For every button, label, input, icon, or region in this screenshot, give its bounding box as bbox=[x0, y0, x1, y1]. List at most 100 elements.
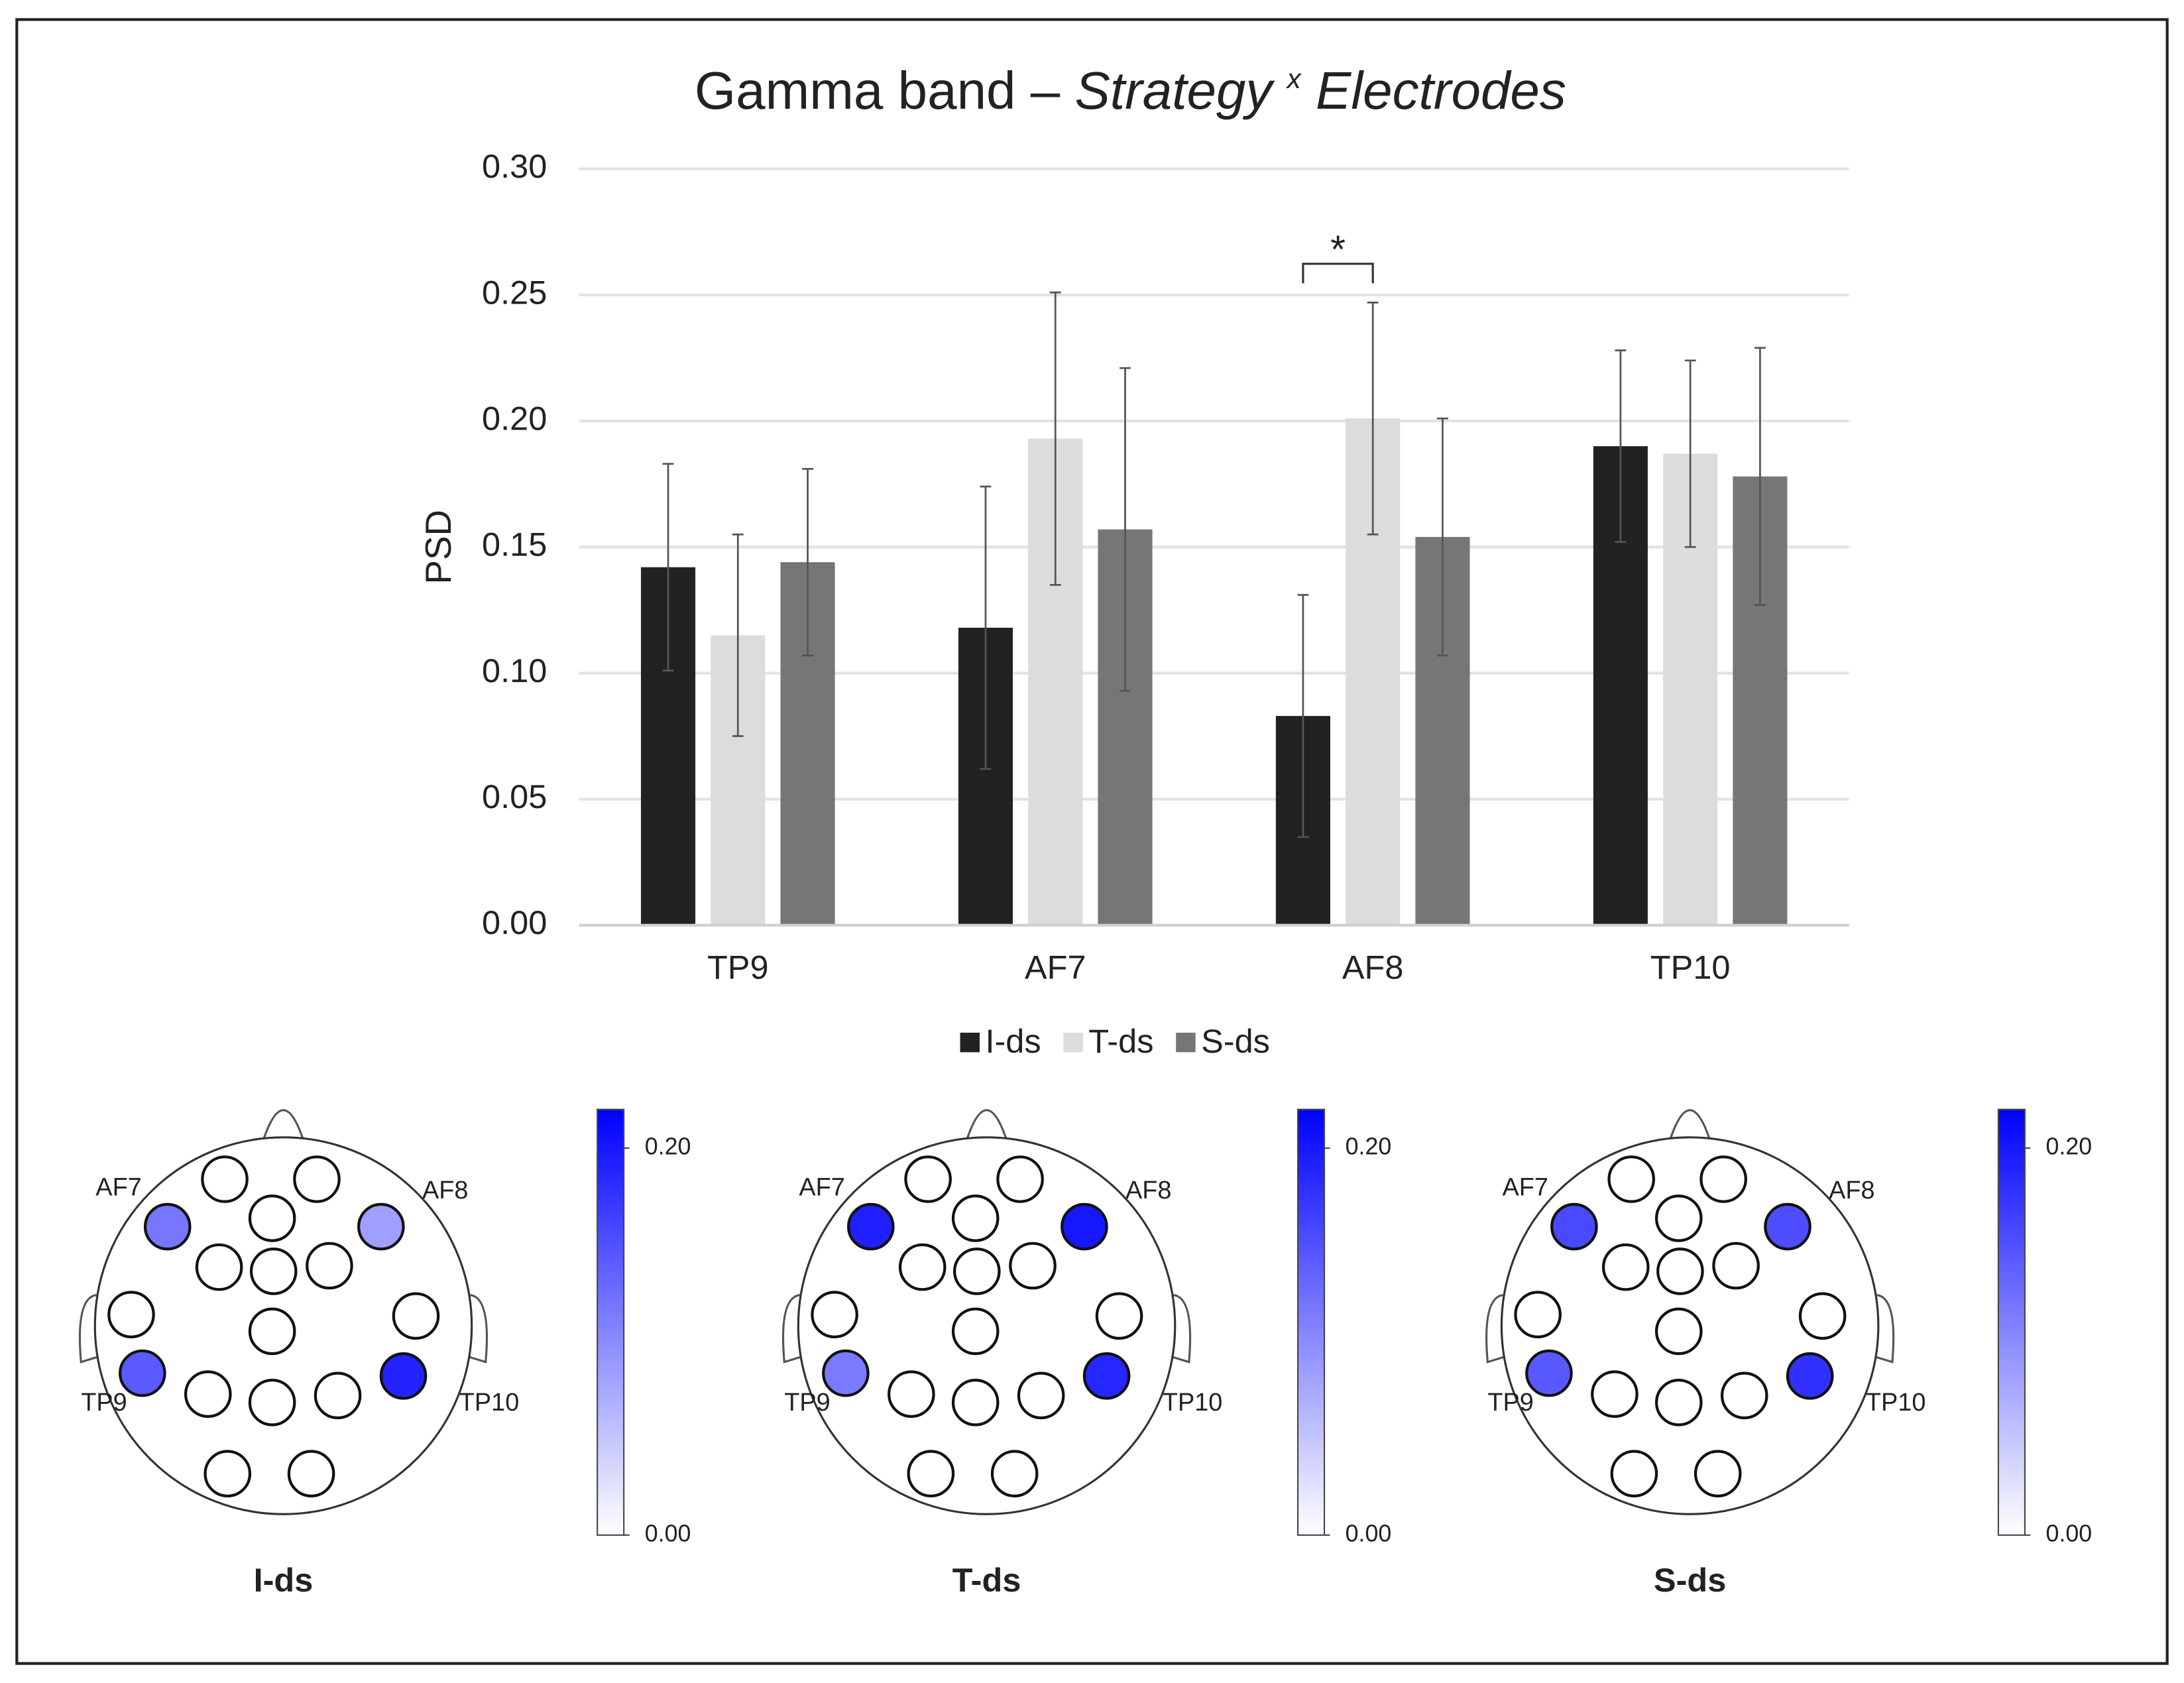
electrode bbox=[904, 1155, 952, 1203]
electrode bbox=[1009, 1242, 1057, 1290]
electrode bbox=[248, 1379, 296, 1426]
map-title: S-ds bbox=[1654, 1561, 1726, 1599]
electrode bbox=[996, 1155, 1044, 1203]
electrode-label: AF8 bbox=[1125, 1177, 1171, 1204]
colorbar bbox=[1296, 1108, 1326, 1536]
nose bbox=[1669, 1109, 1711, 1139]
electrode bbox=[248, 1307, 296, 1356]
electrode-value bbox=[1550, 1202, 1598, 1251]
electrode bbox=[1514, 1291, 1562, 1338]
legend-swatch bbox=[960, 1032, 980, 1053]
nose bbox=[966, 1109, 1007, 1139]
colorbar bbox=[597, 1108, 625, 1536]
electrode-label: AF7 bbox=[95, 1174, 141, 1202]
error-bar bbox=[732, 533, 744, 737]
electrode bbox=[1694, 1450, 1742, 1497]
colorbar-tick-label: 0.00 bbox=[2045, 1520, 2092, 1546]
electrode bbox=[1610, 1450, 1658, 1497]
electrode bbox=[184, 1370, 232, 1418]
electrode bbox=[953, 1248, 1001, 1295]
ear bbox=[1485, 1294, 1507, 1364]
electrode bbox=[1095, 1292, 1143, 1340]
electrode bbox=[1798, 1292, 1847, 1340]
colorbar-tick-label: 0.20 bbox=[1346, 1133, 1392, 1160]
electrode bbox=[951, 1379, 1000, 1426]
topomap: AF7 AF8 TP9 TP10 I-ds 0.00 0.20 bbox=[78, 1108, 691, 1599]
electrode-value bbox=[143, 1202, 192, 1251]
y-tick-label: 0.25 bbox=[482, 273, 547, 311]
electrode bbox=[107, 1291, 155, 1338]
y-axis-label: PSD bbox=[418, 510, 459, 585]
error-bar bbox=[1049, 291, 1061, 586]
electrode bbox=[951, 1194, 1000, 1242]
topomap: AF7 AF8 TP9 TP10 T-ds 0.00 0.20 bbox=[781, 1108, 1392, 1599]
electrode bbox=[1654, 1379, 1703, 1426]
electrode-label: AF7 bbox=[1502, 1174, 1548, 1202]
legend-swatch bbox=[1176, 1032, 1196, 1053]
y-tick-label: 0.30 bbox=[482, 147, 547, 185]
electrode bbox=[888, 1370, 935, 1418]
electrode bbox=[392, 1292, 440, 1340]
colorbar-tick-label: 0.00 bbox=[1346, 1520, 1392, 1546]
colorbar-tick-label: 0.20 bbox=[645, 1133, 691, 1160]
electrode-label: AF8 bbox=[422, 1177, 468, 1204]
x-tick-label: TP9 bbox=[707, 949, 769, 986]
ear bbox=[1874, 1294, 1895, 1364]
electrode bbox=[811, 1291, 858, 1338]
ear bbox=[78, 1294, 100, 1364]
electrode-value bbox=[1525, 1349, 1573, 1397]
electrode bbox=[1656, 1248, 1704, 1295]
ear bbox=[1170, 1294, 1192, 1364]
electrode bbox=[951, 1307, 1000, 1356]
electrode-label: TP10 bbox=[1163, 1389, 1223, 1417]
map-title: I-ds bbox=[254, 1561, 314, 1599]
electrode bbox=[1601, 1243, 1650, 1291]
error-bar bbox=[802, 468, 813, 657]
significance-bracket bbox=[1302, 262, 1374, 284]
electrode bbox=[203, 1450, 252, 1497]
electrode-label: TP9 bbox=[1487, 1389, 1533, 1417]
chart-title: Gamma band – Strategy x Electrodes bbox=[695, 47, 1566, 120]
error-bar bbox=[1367, 301, 1379, 536]
electrode-label: TP10 bbox=[459, 1389, 520, 1417]
electrode bbox=[293, 1155, 341, 1203]
y-tick-label: 0.20 bbox=[482, 399, 547, 437]
error-bar bbox=[1120, 367, 1131, 692]
legend-label: T-ds bbox=[1088, 1022, 1153, 1060]
colorbar bbox=[1997, 1108, 2026, 1536]
electrode bbox=[306, 1242, 353, 1290]
electrode bbox=[1654, 1307, 1703, 1356]
electrode bbox=[249, 1248, 298, 1295]
electrode bbox=[195, 1243, 243, 1291]
electrode bbox=[1591, 1370, 1638, 1418]
error-bar bbox=[1615, 349, 1627, 544]
electrode-label: TP9 bbox=[784, 1389, 830, 1417]
electrode-value bbox=[357, 1202, 405, 1251]
legend-swatch bbox=[1063, 1032, 1083, 1053]
y-tick-label: 0.15 bbox=[482, 526, 547, 563]
electrode bbox=[287, 1450, 335, 1497]
error-bar bbox=[662, 463, 674, 672]
electrode-value bbox=[847, 1202, 895, 1251]
nose bbox=[262, 1109, 304, 1139]
ear bbox=[781, 1294, 803, 1364]
electrode bbox=[1720, 1371, 1768, 1420]
electrode-value bbox=[1082, 1352, 1131, 1400]
electrode bbox=[1712, 1242, 1760, 1290]
legend-label: I-ds bbox=[985, 1022, 1041, 1060]
electrode-label: AF8 bbox=[1829, 1177, 1874, 1204]
topomap: AF7 AF8 TP9 TP10 S-ds 0.00 0.20 bbox=[1485, 1108, 2092, 1599]
error-bar bbox=[1437, 417, 1448, 657]
electrode-value bbox=[822, 1349, 870, 1397]
electrode bbox=[1654, 1194, 1703, 1242]
electrode bbox=[1699, 1155, 1747, 1203]
x-tick-label: TP10 bbox=[1650, 949, 1731, 986]
electrode-value bbox=[1764, 1202, 1811, 1251]
electrode bbox=[898, 1243, 947, 1291]
electrode-label: TP9 bbox=[81, 1389, 127, 1417]
ear bbox=[467, 1294, 489, 1364]
electrode bbox=[1607, 1155, 1655, 1203]
significance-label: * bbox=[1330, 229, 1346, 272]
electrode bbox=[1017, 1371, 1065, 1420]
